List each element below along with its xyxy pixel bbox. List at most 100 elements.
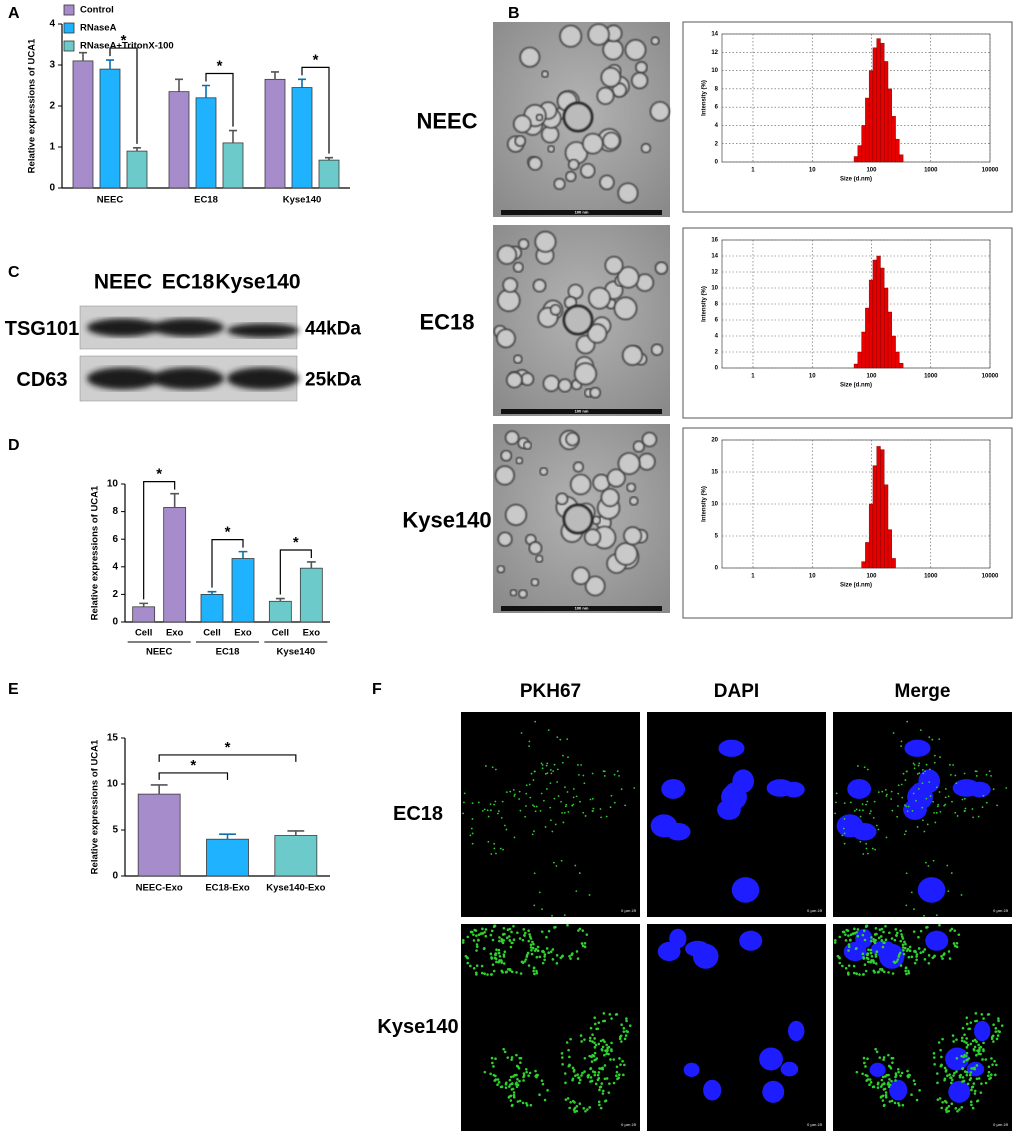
nucleus [869, 1062, 886, 1077]
y-tick-label: 20 [711, 438, 718, 444]
vesicle [637, 452, 656, 471]
vesicle-dot [977, 1043, 980, 1047]
vesicle-dot [534, 810, 537, 813]
vesicle-dot [932, 1052, 936, 1055]
vesicle-dot [933, 761, 936, 764]
vesicle-dot [505, 791, 508, 794]
vesicle-dot [528, 783, 531, 786]
significance-bracket [205, 72, 234, 127]
vesicle-dot [489, 973, 493, 976]
vesicle-dot [887, 1073, 890, 1077]
vesicle-dot [556, 781, 559, 783]
vesicle-dot [901, 943, 905, 947]
vesicle-dot [966, 1043, 970, 1047]
vesicle [494, 465, 515, 486]
vesicle [542, 374, 560, 393]
vesicle-dot [519, 1061, 522, 1064]
vesicle-dot [583, 945, 587, 949]
vesicle-dot [531, 946, 535, 950]
vesicle-dot [942, 953, 945, 957]
vesicle-dot [882, 1056, 886, 1059]
vesicle-dot [527, 1074, 530, 1077]
vesicle-dot [563, 1072, 567, 1075]
error-bar [287, 830, 305, 836]
vesicle-dot [549, 806, 552, 809]
vesicle-dot [927, 954, 931, 957]
vesicle-dot [923, 830, 926, 833]
vesicle-dot [584, 815, 587, 817]
vesicle-dot [512, 1091, 516, 1094]
vesicle-dot [866, 1074, 869, 1078]
vesicle-dot [518, 798, 521, 800]
vesicle-dot [900, 783, 903, 786]
vesicle [515, 456, 524, 465]
vesicle-dot [987, 1070, 991, 1074]
vesicle-dot [875, 824, 878, 827]
vesicle-dot [494, 768, 497, 771]
vesicle-dot [880, 939, 884, 942]
vesicle-dot [950, 872, 953, 874]
vesicle-dot [508, 1078, 512, 1082]
vesicle-dot [602, 1012, 606, 1015]
vesicle-dot [590, 1079, 594, 1083]
vesicle-dot [472, 966, 476, 970]
vesicle-dot [865, 1079, 869, 1082]
vesicle-dot [489, 803, 492, 806]
vesicle-dot [577, 929, 580, 932]
vesicle-dot [872, 816, 875, 819]
vesicle-dot [507, 935, 511, 938]
vesicle-dot [963, 1040, 966, 1043]
protein-label: CD63 [16, 369, 67, 391]
error-bar [207, 590, 217, 595]
vesicle-dot [588, 1039, 592, 1042]
vesicle-dot [948, 1073, 951, 1076]
blot-band [152, 318, 224, 337]
vesicle-dot [944, 803, 947, 806]
vesicle-dot [528, 933, 531, 936]
vesicle [629, 496, 639, 506]
scale-label: 0 μm 25 [807, 908, 823, 913]
vesicle-dot [841, 834, 844, 837]
cells [462, 720, 636, 917]
vesicle-dot [866, 768, 869, 771]
nucleus [762, 1080, 785, 1103]
vesicle-dot [861, 973, 865, 976]
vesicle-dot [547, 951, 551, 955]
vesicle [512, 261, 524, 273]
vesicle-dot [961, 1067, 964, 1071]
vesicle-dot [600, 1082, 604, 1085]
vesicle-dot [566, 1097, 570, 1100]
vesicle-dot [995, 1063, 998, 1067]
vesicle-dot [582, 774, 585, 777]
vesicle-dot [499, 847, 502, 850]
vesicle-dot [843, 818, 846, 820]
vesicle [587, 23, 610, 46]
vesicle-dot [555, 865, 558, 867]
vesicle-dot [881, 1075, 885, 1079]
vesicle-dot [960, 1039, 964, 1042]
vesicle-dot [973, 1038, 977, 1042]
significance-bracket [143, 481, 176, 600]
vesicle-dot [865, 924, 869, 928]
vesicle-dot [500, 969, 504, 973]
vesicle-dot [511, 1087, 515, 1091]
vesicle-dot [551, 914, 553, 917]
vesicle-dot [843, 802, 846, 805]
vesicle-dot [601, 1038, 605, 1042]
vesicle-dot [915, 958, 918, 962]
vesicle-dot [578, 927, 582, 931]
bar [168, 91, 190, 189]
vesicle-dot [565, 1041, 569, 1044]
vesicle [502, 277, 519, 293]
vesicle-dot [539, 810, 542, 812]
vesicle-dot [593, 1051, 597, 1055]
vesicle-dot [972, 816, 974, 819]
bar [318, 159, 340, 189]
histogram-bar [865, 542, 870, 569]
vesicle-dot [505, 970, 508, 974]
nucleus [969, 781, 991, 798]
vesicle-dot [472, 939, 476, 942]
significance-bracket [109, 47, 138, 144]
vesicle-dot [600, 1067, 603, 1070]
vesicle-dot [882, 1082, 886, 1085]
